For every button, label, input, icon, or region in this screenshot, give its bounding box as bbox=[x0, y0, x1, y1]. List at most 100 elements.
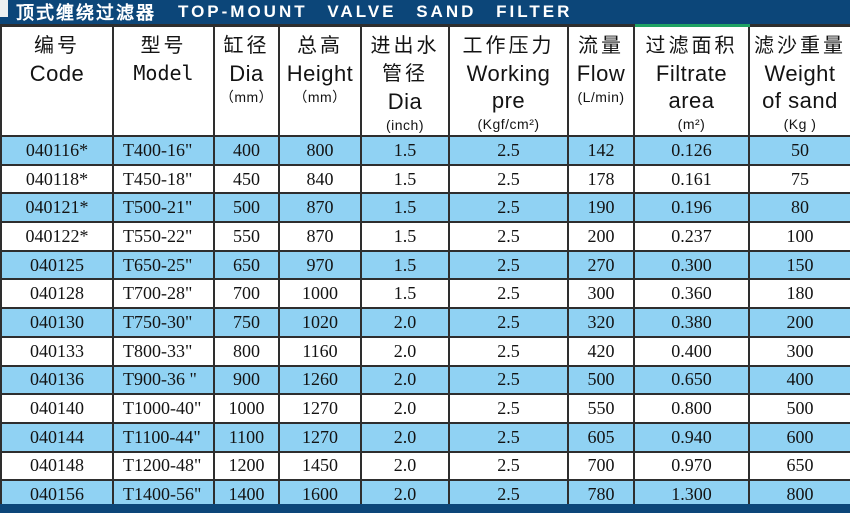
cell-working_pre: 2.5 bbox=[448, 421, 569, 453]
header-line: 总高 bbox=[297, 35, 343, 57]
cell-height: 1270 bbox=[278, 421, 362, 453]
cell-filtrate_area: 0.400 bbox=[633, 335, 750, 367]
cell-dia: 1100 bbox=[213, 421, 280, 453]
cell-height: 1160 bbox=[278, 335, 362, 367]
cell-dia: 1000 bbox=[213, 393, 280, 424]
column-header-filtrate_area: 过滤面积 Filtrate area (m²) bbox=[633, 24, 750, 137]
table-row: 040116* T400-16" 400 800 1.5 2.5 142 0.126 50 bbox=[0, 135, 850, 166]
cell-weight_of_sand: 75 bbox=[748, 163, 850, 195]
cell-pipe_dia: 1.5 bbox=[360, 249, 450, 281]
column-header-weight_of_sand: 滤沙重量 Weight of sand (Kg ) bbox=[748, 24, 850, 137]
cell-pipe_dia: 1.5 bbox=[360, 135, 450, 166]
cell-weight_of_sand: 180 bbox=[748, 278, 850, 310]
cell-working_pre: 2.5 bbox=[448, 192, 569, 224]
cell-working_pre: 2.5 bbox=[448, 278, 569, 310]
cell-working_pre: 2.5 bbox=[448, 450, 569, 482]
cell-flow: 605 bbox=[567, 421, 635, 453]
cell-model: T700-28" bbox=[112, 278, 215, 310]
cell-dia: 500 bbox=[213, 192, 280, 224]
cell-dia: 1200 bbox=[213, 450, 280, 482]
cell-pipe_dia: 2.0 bbox=[360, 393, 450, 424]
cell-weight_of_sand: 100 bbox=[748, 221, 850, 252]
header-line: Model bbox=[133, 61, 194, 85]
cell-flow: 200 bbox=[567, 221, 635, 252]
cell-weight_of_sand: 80 bbox=[748, 192, 850, 224]
cell-dia: 700 bbox=[213, 278, 280, 310]
cell-model: T900-36 " bbox=[112, 364, 215, 396]
cell-flow: 190 bbox=[567, 192, 635, 224]
header-line: 进出水 bbox=[370, 35, 440, 57]
cell-filtrate_area: 0.237 bbox=[633, 221, 750, 252]
header-line: （mm） bbox=[219, 89, 274, 105]
table-row: 040133 T800-33" 800 1160 2.0 2.5 420 0.400 300 bbox=[0, 335, 850, 367]
cell-weight_of_sand: 650 bbox=[748, 450, 850, 482]
cell-pipe_dia: 1.5 bbox=[360, 192, 450, 224]
header-line: (L/min) bbox=[577, 89, 625, 105]
cell-pipe_dia: 2.0 bbox=[360, 450, 450, 482]
cell-pipe_dia: 1.5 bbox=[360, 163, 450, 195]
cell-working_pre: 2.5 bbox=[448, 163, 569, 195]
cell-weight_of_sand: 600 bbox=[748, 421, 850, 453]
cell-height: 840 bbox=[278, 163, 362, 195]
cell-model: T650-25" bbox=[112, 249, 215, 281]
cell-flow: 700 bbox=[567, 450, 635, 482]
header-line: (Kgf/cm²) bbox=[477, 116, 540, 132]
header-line: (m²) bbox=[677, 116, 706, 132]
column-header-flow: 流量 Flow (L/min) bbox=[567, 24, 635, 137]
page-title-chinese: 顶式缠绕过滤器 bbox=[16, 3, 156, 23]
table-row: 040130 T750-30" 750 1020 2.0 2.5 320 0.380 200 bbox=[0, 307, 850, 338]
cell-code: 040144 bbox=[0, 421, 114, 453]
spec-table-body: 040116* T400-16" 400 800 1.5 2.5 142 0.126 50 040… bbox=[0, 135, 850, 510]
cell-model: T450-18" bbox=[112, 163, 215, 195]
cell-model: T1200-48" bbox=[112, 450, 215, 482]
title-bar: 顶式缠绕过滤器 TOP-MOUNT VALVE SAND FILTER bbox=[0, 0, 850, 24]
cell-model: T800-33" bbox=[112, 335, 215, 367]
cell-code: 040122* bbox=[0, 221, 114, 252]
header-line: area bbox=[668, 88, 715, 113]
header-line: Dia bbox=[387, 89, 423, 114]
cell-pipe_dia: 1.5 bbox=[360, 278, 450, 310]
cell-working_pre: 2.5 bbox=[448, 393, 569, 424]
cell-filtrate_area: 0.360 bbox=[633, 278, 750, 310]
cell-model: T1100-44" bbox=[112, 421, 215, 453]
header-line: (inch) bbox=[385, 117, 424, 133]
spec-table-header: 编号 Code 型号 Model 缸径 Dia （mm） 总高 Height （mm） 进出水 管径 D… bbox=[0, 24, 850, 137]
cell-dia: 750 bbox=[213, 307, 280, 338]
column-header-code: 编号 Code bbox=[0, 24, 114, 137]
column-header-height: 总高 Height （mm） bbox=[278, 24, 362, 137]
header-line: 编号 bbox=[34, 35, 80, 57]
column-header-pipe_dia: 进出水 管径 Dia (inch) bbox=[360, 24, 450, 137]
cell-pipe_dia: 2.0 bbox=[360, 307, 450, 338]
cell-model: T550-22" bbox=[112, 221, 215, 252]
header-line: （mm） bbox=[293, 89, 347, 105]
header-line: of sand bbox=[762, 88, 838, 113]
cell-model: T400-16" bbox=[112, 135, 215, 166]
cell-pipe_dia: 2.0 bbox=[360, 335, 450, 367]
cell-height: 1450 bbox=[278, 450, 362, 482]
cell-weight_of_sand: 50 bbox=[748, 135, 850, 166]
header-row: 编号 Code 型号 Model 缸径 Dia （mm） 总高 Height （mm） 进出水 管径 D… bbox=[0, 24, 850, 137]
header-line: Dia bbox=[229, 61, 264, 86]
cell-flow: 420 bbox=[567, 335, 635, 367]
header-line: Filtrate bbox=[655, 61, 728, 86]
cell-code: 040148 bbox=[0, 450, 114, 482]
cell-flow: 550 bbox=[567, 393, 635, 424]
cell-filtrate_area: 0.161 bbox=[633, 163, 750, 195]
cell-dia: 650 bbox=[213, 249, 280, 281]
cell-flow: 270 bbox=[567, 249, 635, 281]
cell-dia: 400 bbox=[213, 135, 280, 166]
cell-code: 040125 bbox=[0, 249, 114, 281]
cell-filtrate_area: 0.970 bbox=[633, 450, 750, 482]
cell-pipe_dia: 2.0 bbox=[360, 421, 450, 453]
cell-working_pre: 2.5 bbox=[448, 364, 569, 396]
column-header-working_pre: 工作压力 Working pre (Kgf/cm²) bbox=[448, 24, 569, 137]
cell-code: 040140 bbox=[0, 393, 114, 424]
cell-flow: 500 bbox=[567, 364, 635, 396]
cell-code: 040136 bbox=[0, 364, 114, 396]
cell-height: 800 bbox=[278, 135, 362, 166]
cell-model: T500-21" bbox=[112, 192, 215, 224]
cell-dia: 900 bbox=[213, 364, 280, 396]
cell-working_pre: 2.5 bbox=[448, 335, 569, 367]
page-title-english: TOP-MOUNT VALVE SAND FILTER bbox=[178, 2, 573, 21]
